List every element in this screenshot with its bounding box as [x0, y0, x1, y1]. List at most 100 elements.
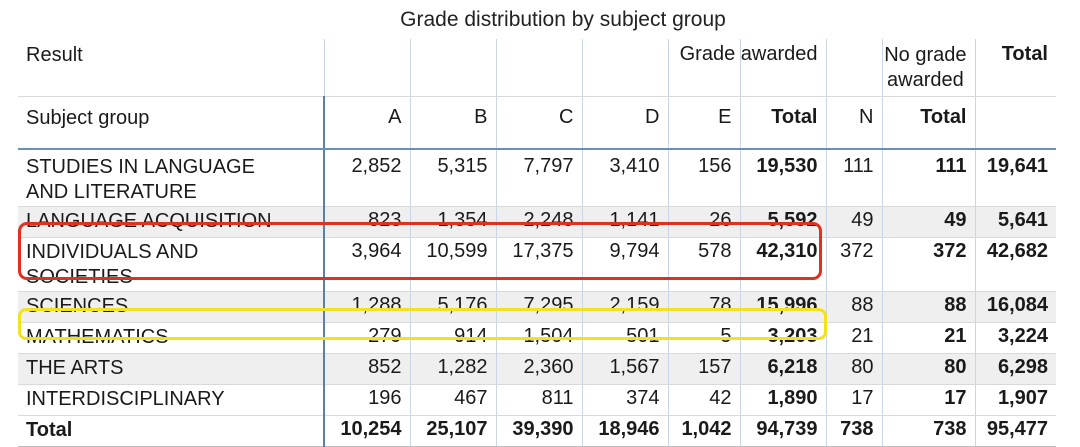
chart-title: Grade distribution by subject group [400, 8, 726, 31]
cell-no-total: 372 [882, 237, 976, 292]
cell-C: 7,797 [496, 153, 583, 207]
row-label: INTERDISCIPLINARY [18, 384, 325, 416]
table-row: MATHEMATICS 279 914 1,504 501 5 3,203 21 21 3,224 [18, 322, 1056, 354]
total-cell-grand-total: 95,477 [975, 415, 1056, 447]
row-label: STUDIES IN LANGUAGE AND LITERATURE [18, 153, 325, 207]
cell-grand-total: 6,298 [975, 353, 1056, 385]
header-col-b: B [410, 96, 497, 150]
cell-C: 2,248 [496, 206, 583, 238]
row-label: SCIENCES [18, 291, 325, 323]
cell-C: 1,504 [496, 322, 583, 354]
row-label: MATHEMATICS [18, 322, 325, 354]
cell-C: 811 [496, 384, 583, 416]
totals-row: Total 10,254 25,107 39,390 18,946 1,042 94,739… [18, 415, 1056, 447]
cell-N: 372 [826, 237, 883, 292]
cell-D: 2,159 [582, 291, 669, 323]
cell-total: 6,218 [740, 353, 827, 385]
header-row-1: Result Grade awarded No grade awarded To… [18, 39, 1056, 97]
cell-C: 2,360 [496, 353, 583, 385]
total-cell-N: 738 [826, 415, 883, 447]
total-cell-D: 18,946 [582, 415, 669, 447]
cell-D: 1,141 [582, 206, 669, 238]
row-label-line1: STUDIES IN LANGUAGE [26, 156, 255, 178]
cell-B: 5,176 [410, 291, 497, 323]
header-col-c: C [496, 96, 583, 150]
header-col-d: D [582, 96, 669, 150]
row-label-line1: INDIVIDUALS AND [26, 241, 199, 263]
cell-grand-total: 19,641 [975, 153, 1056, 207]
cell-grand-total: 16,084 [975, 291, 1056, 323]
cell-D: 9,794 [582, 237, 669, 292]
cell-grand-total: 5,641 [975, 206, 1056, 238]
cell-no-total: 80 [882, 353, 976, 385]
row-label-line1: LANGUAGE ACQUISITION [26, 210, 272, 232]
cell-E: 5 [668, 322, 741, 354]
header-col-no-total: Total [882, 96, 976, 150]
cell-B: 10,599 [410, 237, 497, 292]
header-col-total: Total [740, 96, 827, 150]
row-label-line1: THE ARTS [26, 357, 124, 379]
row-label-line2: AND LITERATURE [26, 181, 197, 203]
cell-A: 2,852 [324, 153, 411, 207]
row-label-line1: SCIENCES [26, 295, 129, 317]
cell-no-total: 17 [882, 384, 976, 416]
cell-E: 156 [668, 153, 741, 207]
cell-total: 15,996 [740, 291, 827, 323]
cell-no-total: 21 [882, 322, 976, 354]
total-cell-total: 94,739 [740, 415, 827, 447]
header-col-a: A [324, 96, 411, 150]
row-label-line1: INTERDISCIPLINARY [26, 388, 225, 410]
header-result: Result [18, 39, 325, 97]
row-label-line2: SOCIETIES [26, 266, 133, 288]
cell-D: 501 [582, 322, 669, 354]
cell-N: 88 [826, 291, 883, 323]
row-label: THE ARTS [18, 353, 325, 385]
cell-B: 467 [410, 384, 497, 416]
cell-N: 49 [826, 206, 883, 238]
cell-N: 21 [826, 322, 883, 354]
cell-N: 80 [826, 353, 883, 385]
header-no-grade-awarded: No grade awarded [884, 44, 967, 91]
cell-grand-total: 3,224 [975, 322, 1056, 354]
cell-D: 1,567 [582, 353, 669, 385]
cell-A: 1,288 [324, 291, 411, 323]
cell-B: 914 [410, 322, 497, 354]
cell-A: 823 [324, 206, 411, 238]
grade-distribution-table: Result Grade awarded No grade awarded To… [18, 39, 1056, 447]
row-label-line1: MATHEMATICS [26, 326, 169, 348]
table-row: STUDIES IN LANGUAGE AND LITERATURE 2,852 5,… [18, 153, 1056, 207]
table-row: THE ARTS 852 1,282 2,360 1,567 157 6,218 80 80 6,… [18, 353, 1056, 385]
table-row: INDIVIDUALS AND SOCIETIES 3,964 10,599 17,37… [18, 237, 1056, 292]
total-cell-no-total: 738 [882, 415, 976, 447]
header-grade-awarded: Grade awarded [679, 43, 818, 65]
cell-D: 3,410 [582, 153, 669, 207]
total-cell-B: 25,107 [410, 415, 497, 447]
cell-D: 374 [582, 384, 669, 416]
cell-N: 111 [826, 153, 883, 207]
row-label: INDIVIDUALS AND SOCIETIES [18, 237, 325, 292]
cell-total: 1,890 [740, 384, 827, 416]
header-col-e: E [668, 96, 741, 150]
table-row: INTERDISCIPLINARY 196 467 811 374 42 1,890 17 17… [18, 384, 1056, 416]
cell-B: 5,315 [410, 153, 497, 207]
cell-C: 7,295 [496, 291, 583, 323]
cell-A: 3,964 [324, 237, 411, 292]
cell-C: 17,375 [496, 237, 583, 292]
cell-A: 279 [324, 322, 411, 354]
cell-B: 1,354 [410, 206, 497, 238]
cell-E: 26 [668, 206, 741, 238]
cell-total: 19,530 [740, 153, 827, 207]
cell-total: 42,310 [740, 237, 827, 292]
cell-total: 5,592 [740, 206, 827, 238]
table-row: LANGUAGE ACQUISITION 823 1,354 2,248 1,141 26… [18, 206, 1056, 238]
cell-no-total: 111 [882, 153, 976, 207]
header-col-n: N [826, 96, 883, 150]
totals-label: Total [18, 415, 325, 447]
cell-no-total: 49 [882, 206, 976, 238]
cell-N: 17 [826, 384, 883, 416]
cell-E: 578 [668, 237, 741, 292]
table-row: SCIENCES 1,288 5,176 7,295 2,159 78 15,996 88 88… [18, 291, 1056, 323]
total-cell-E: 1,042 [668, 415, 741, 447]
cell-grand-total: 1,907 [975, 384, 1056, 416]
total-cell-C: 39,390 [496, 415, 583, 447]
